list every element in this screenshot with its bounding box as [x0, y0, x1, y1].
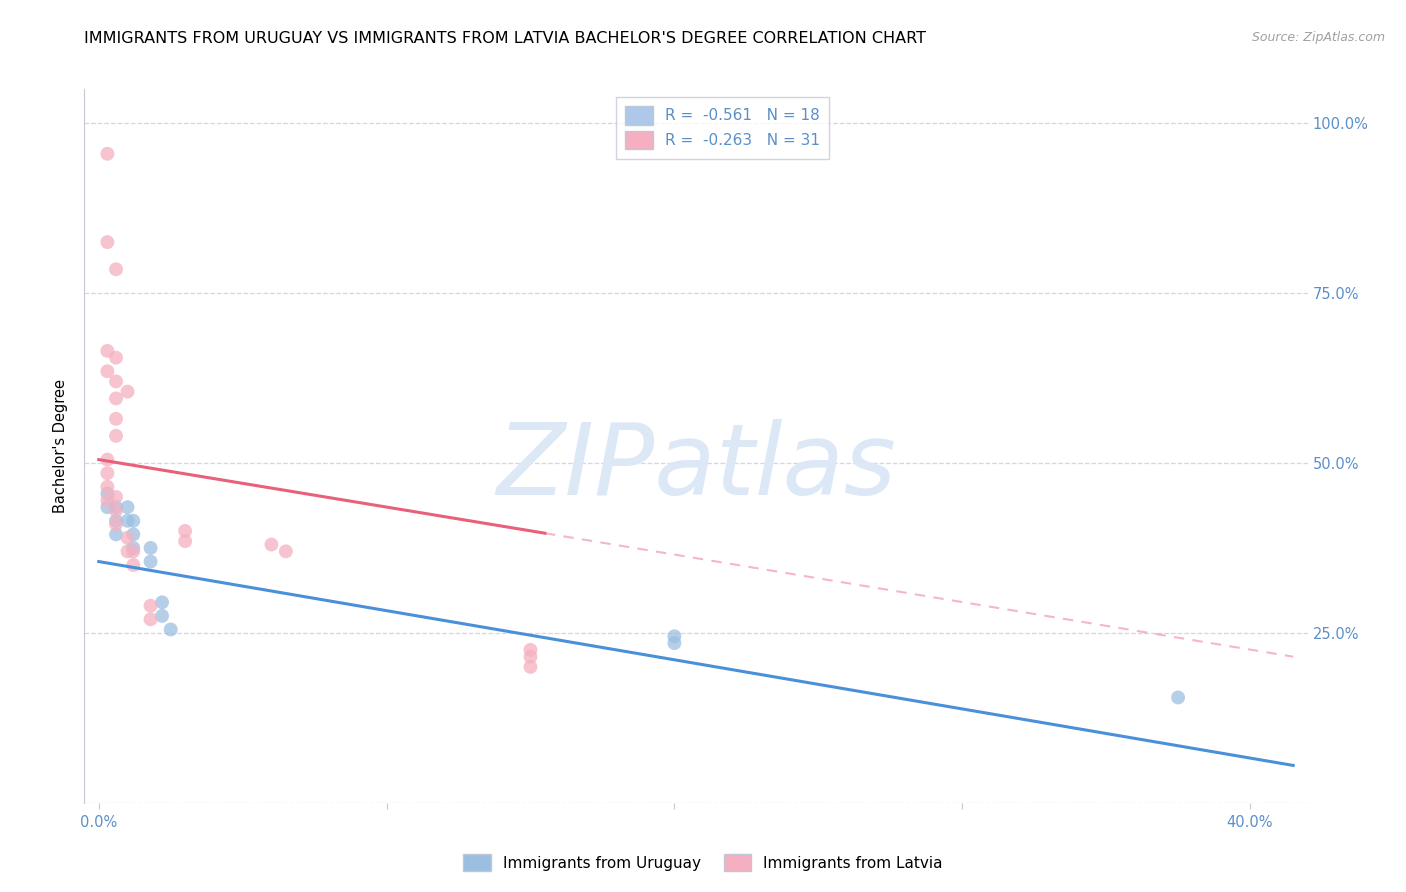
- Legend: R =  -0.561   N = 18, R =  -0.263   N = 31: R = -0.561 N = 18, R = -0.263 N = 31: [616, 97, 830, 159]
- Point: [96, 364, 118, 378]
- Point: [519, 660, 541, 674]
- Point: [105, 490, 128, 504]
- Point: [105, 514, 128, 528]
- Point: [122, 514, 145, 528]
- Point: [96, 500, 118, 515]
- Point: [159, 623, 181, 637]
- Point: [105, 429, 128, 443]
- Point: [105, 351, 128, 365]
- Point: [105, 412, 128, 426]
- Point: [1167, 690, 1189, 705]
- Point: [664, 629, 686, 643]
- Point: [105, 375, 128, 389]
- Point: [96, 480, 118, 494]
- Point: [122, 544, 145, 558]
- Point: [139, 555, 162, 569]
- Point: [105, 500, 128, 515]
- Text: ZIPatlas: ZIPatlas: [496, 419, 896, 516]
- Point: [122, 527, 145, 541]
- Text: IMMIGRANTS FROM URUGUAY VS IMMIGRANTS FROM LATVIA BACHELOR'S DEGREE CORRELATION : IMMIGRANTS FROM URUGUAY VS IMMIGRANTS FR…: [84, 31, 927, 46]
- Point: [105, 392, 128, 406]
- Point: [139, 612, 162, 626]
- Point: [96, 235, 118, 249]
- Point: [117, 500, 139, 515]
- Point: [96, 452, 118, 467]
- Y-axis label: Bachelor's Degree: Bachelor's Degree: [53, 379, 69, 513]
- Point: [96, 146, 118, 161]
- Point: [122, 558, 145, 572]
- Point: [664, 636, 686, 650]
- Point: [139, 599, 162, 613]
- Point: [519, 649, 541, 664]
- Point: [274, 544, 297, 558]
- Point: [96, 466, 118, 480]
- Point: [117, 384, 139, 399]
- Point: [96, 343, 118, 358]
- Point: [105, 517, 128, 532]
- Point: [117, 514, 139, 528]
- Point: [105, 262, 128, 277]
- Point: [105, 503, 128, 517]
- Point: [105, 527, 128, 541]
- Point: [174, 534, 197, 549]
- Point: [96, 486, 118, 500]
- Legend: Immigrants from Uruguay, Immigrants from Latvia: Immigrants from Uruguay, Immigrants from…: [457, 848, 949, 877]
- Point: [260, 537, 283, 551]
- Point: [150, 595, 173, 609]
- Point: [96, 493, 118, 508]
- Point: [519, 643, 541, 657]
- Point: [117, 531, 139, 545]
- Point: [150, 608, 173, 623]
- Point: [122, 541, 145, 555]
- Text: Source: ZipAtlas.com: Source: ZipAtlas.com: [1251, 31, 1385, 45]
- Point: [139, 541, 162, 555]
- Point: [174, 524, 197, 538]
- Point: [117, 544, 139, 558]
